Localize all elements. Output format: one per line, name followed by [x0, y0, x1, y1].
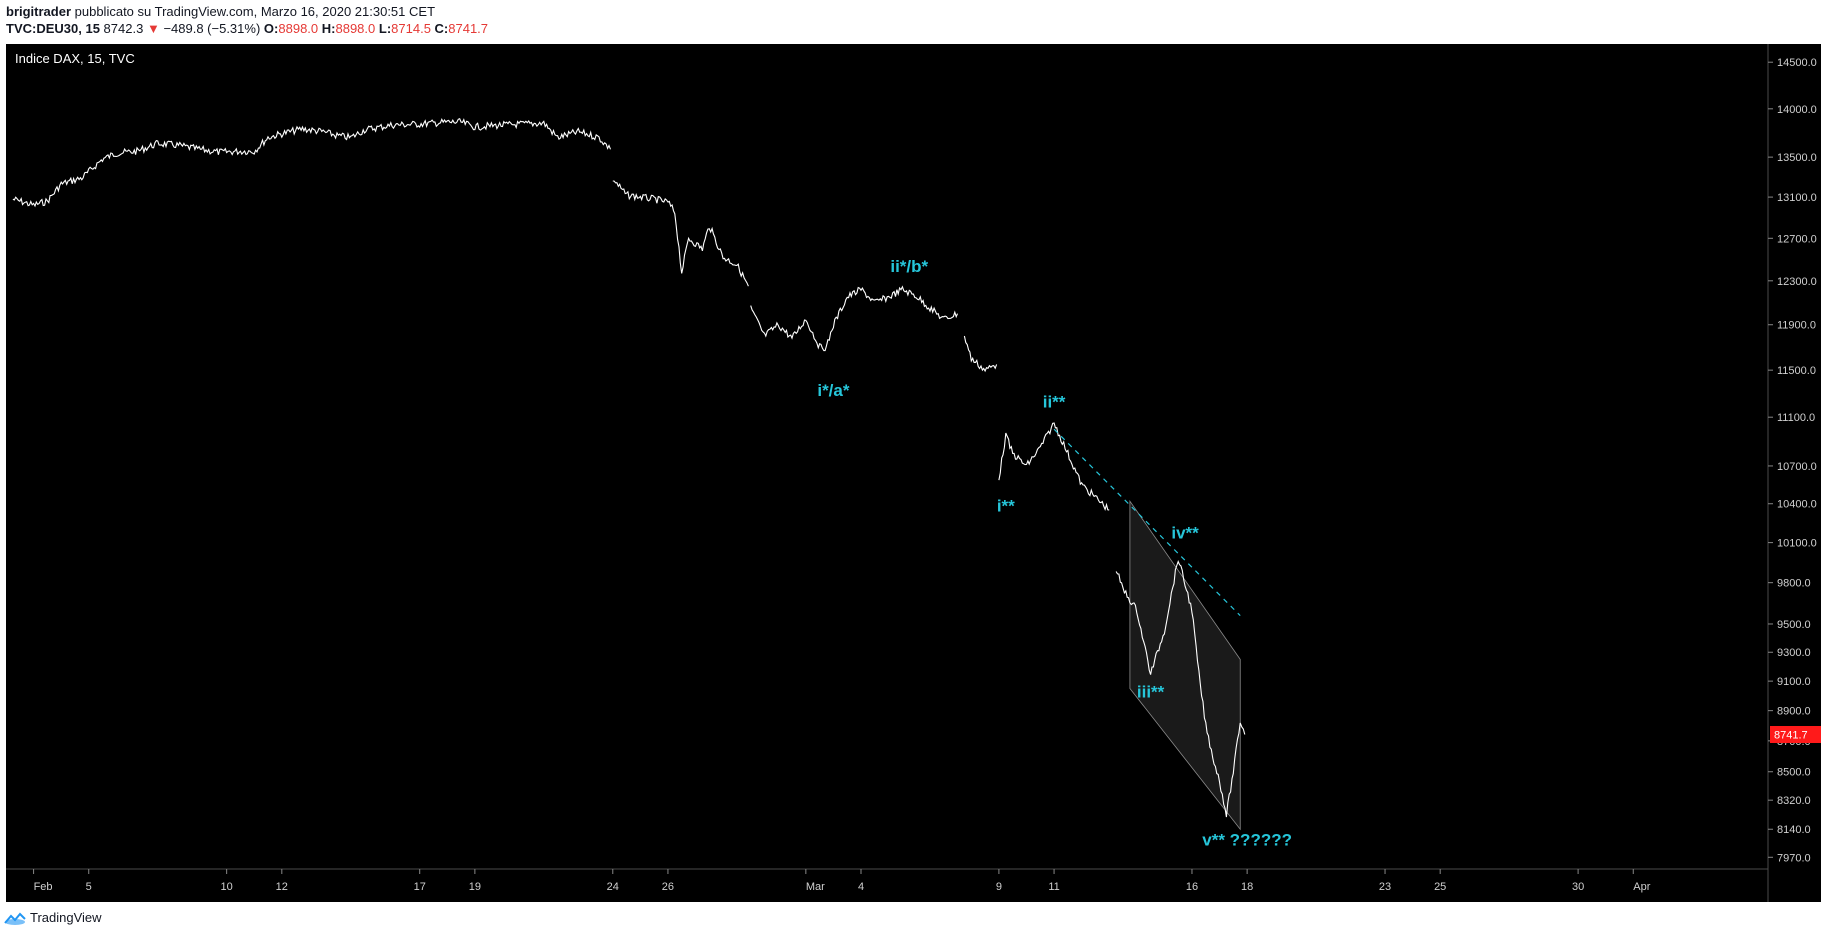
series-layer [12, 117, 1246, 818]
y-tick-label: 14000.0 [1777, 104, 1817, 116]
y-tick-label: 10700.0 [1777, 461, 1817, 473]
wave-label: v** ?????? [1202, 831, 1292, 850]
down-triangle-icon: ▼ [146, 21, 160, 36]
low-label: L: [378, 21, 392, 36]
plot-background [6, 44, 1821, 902]
x-tick-label: 17 [414, 881, 426, 893]
wave-label: iii** [1137, 682, 1165, 701]
y-tick-label: 9100.0 [1777, 676, 1811, 688]
y-tick-label: 13500.0 [1777, 152, 1817, 164]
high-label: H: [321, 21, 336, 36]
y-tick-label: 13100.0 [1777, 192, 1817, 204]
x-tick-label: 16 [1186, 881, 1198, 893]
wave-channel [1129, 499, 1241, 831]
open-value: 8898.0 [278, 21, 319, 36]
y-tick-label: 8320.0 [1777, 795, 1811, 807]
high-value: 8898.0 [335, 21, 376, 36]
price-chart[interactable]: ii*/b* i*/a* ii** i** iv** iii** v** ?????? 14… [6, 44, 1821, 902]
x-tick-label: Mar [806, 881, 825, 893]
x-tick-label: 23 [1379, 881, 1391, 893]
x-tick-label: 19 [469, 881, 481, 893]
chart-legend: Indice DAX, 15, TVC [15, 51, 135, 66]
x-tick-label: 26 [662, 881, 674, 893]
y-tick-label: 8900.0 [1777, 706, 1811, 718]
y-tick-label: 14500.0 [1777, 57, 1817, 69]
x-tick-label: Apr [1633, 881, 1650, 893]
trend-layer [1053, 428, 1241, 617]
y-tick-label: 10100.0 [1777, 538, 1817, 550]
wave-label: i** [997, 496, 1015, 515]
price-axis[interactable]: 14500.0 14000.0 13500.0 13100.0 12700.0 12300… [1768, 57, 1817, 864]
price-segment [1115, 559, 1246, 818]
y-tick-label: 9300.0 [1777, 647, 1811, 659]
x-tick-label: 25 [1434, 881, 1446, 893]
y-tick-label: 7970.0 [1777, 852, 1811, 864]
y-tick-label: 11100.0 [1777, 412, 1815, 424]
price-segment [998, 422, 1110, 512]
tradingview-logo-icon [4, 912, 26, 925]
open-label: O: [263, 21, 279, 36]
change-value: −489.8 (−5.31%) [163, 21, 261, 36]
x-tick-label: 24 [607, 881, 619, 893]
x-tick-label: 4 [858, 881, 864, 893]
time-axis[interactable]: Feb 5 10 12 17 19 24 26 Mar 4 9 11 16 18 23 25 30 Apr [33, 869, 1651, 893]
price-segment [963, 335, 998, 373]
price-segment [612, 180, 749, 287]
x-tick-label: 11 [1048, 881, 1059, 893]
y-tick-label: 12300.0 [1777, 276, 1817, 288]
y-tick-label: 9500.0 [1777, 619, 1811, 631]
y-tick-label: 9800.0 [1777, 578, 1811, 590]
close-value: 8741.7 [448, 21, 489, 36]
wave-label: ii*/b* [890, 257, 928, 276]
published-text: pubblicato su TradingView.com, Marzo 16,… [74, 4, 436, 19]
wave-label: i*/a* [817, 381, 850, 400]
ohlc-line: TVC:DEU30, 15 8742.3 ▼ −489.8 (−5.31%) O… [6, 21, 488, 36]
chart-area[interactable]: ii*/b* i*/a* ii** i** iv** iii** v** ?????? 14… [6, 44, 1821, 902]
y-tick-label: 10400.0 [1777, 499, 1817, 511]
x-tick-label: 18 [1241, 881, 1253, 893]
x-tick-label: Feb [34, 881, 53, 893]
wave-label: ii** [1043, 393, 1066, 412]
last-price-badge-label: 8741.7 [1774, 729, 1808, 741]
author-name[interactable]: brigitrader [6, 4, 72, 19]
close-label: C: [434, 21, 449, 36]
price-segment [12, 117, 612, 208]
brand-name[interactable]: TradingView [30, 910, 102, 925]
channel-layer [1129, 499, 1241, 831]
last-price: 8742.3 [103, 21, 144, 36]
y-tick-label: 12700.0 [1777, 233, 1817, 245]
x-tick-label: 30 [1572, 881, 1584, 893]
y-tick-label: 8500.0 [1777, 767, 1811, 779]
wave-label: iv** [1171, 524, 1199, 543]
publish-line: brigitrader pubblicato su TradingView.co… [6, 4, 435, 19]
low-value: 8714.5 [391, 21, 431, 36]
x-tick-label: 9 [996, 881, 1002, 893]
x-tick-label: 10 [221, 881, 233, 893]
y-tick-label: 11500.0 [1777, 365, 1816, 377]
x-tick-label: 5 [86, 881, 92, 893]
y-tick-label: 11900.0 [1777, 320, 1816, 332]
last-price-badge-bg [1770, 725, 1821, 743]
trend-line [1053, 428, 1241, 617]
x-tick-label: 12 [276, 881, 288, 893]
footer: TradingView [4, 910, 102, 925]
symbol-label: TVC:DEU30, 15 [6, 21, 100, 36]
y-tick-label: 8140.0 [1777, 824, 1811, 836]
annotation-layer: ii*/b* i*/a* ii** i** iv** iii** v** ?????? [817, 257, 1292, 849]
last-price-badge: 8741.7 [1770, 725, 1821, 743]
price-segment [750, 285, 959, 352]
